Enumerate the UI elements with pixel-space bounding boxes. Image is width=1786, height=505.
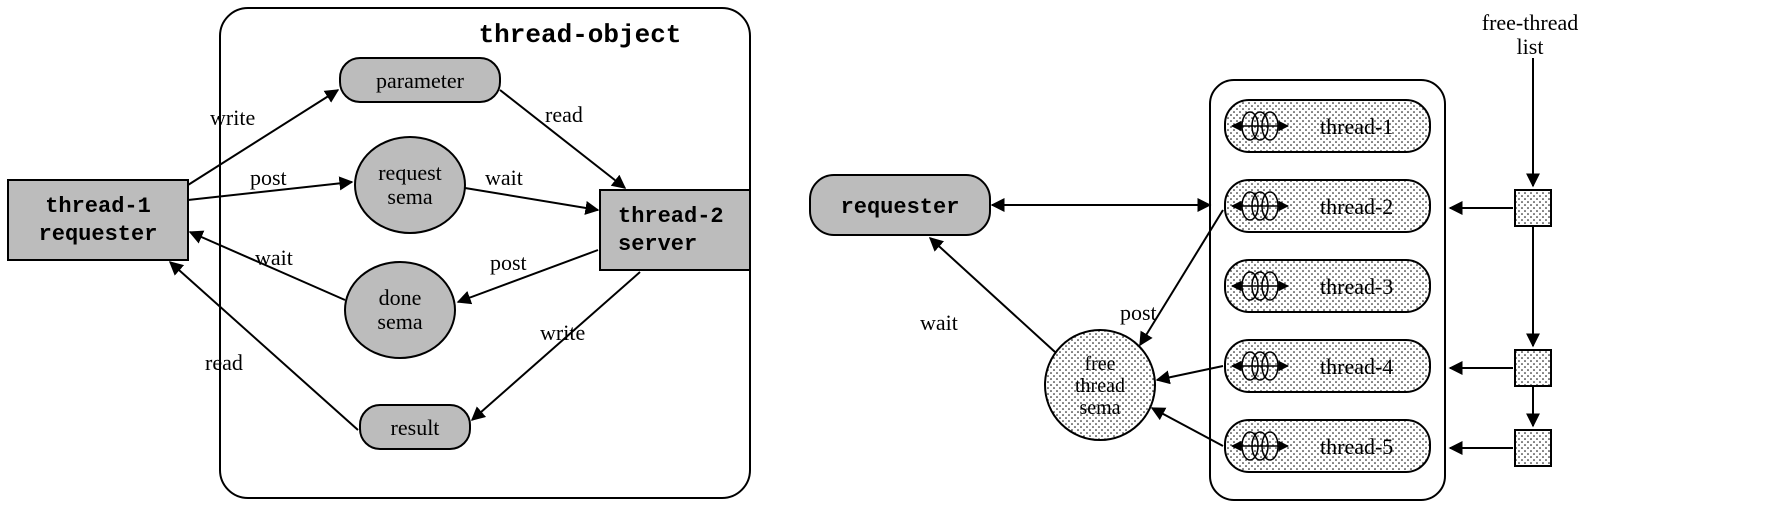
thread-2-label: thread-2 <box>1320 194 1393 219</box>
thread-row-1: thread-1 <box>1225 100 1430 152</box>
edge-post-th5 <box>1152 408 1223 446</box>
parameter-label: parameter <box>376 68 465 93</box>
edge-write-t2 <box>472 272 640 420</box>
thread-2-line1: thread-2 <box>618 204 724 229</box>
label-wait-right: wait <box>920 310 958 335</box>
thread-4-label: thread-4 <box>1320 354 1393 379</box>
label-read-2: read <box>545 102 583 127</box>
thread-1-line1: thread-1 <box>45 194 151 219</box>
label-post-1: post <box>250 165 287 190</box>
result-label: result <box>391 415 440 440</box>
label-read-1: read <box>205 350 243 375</box>
request-sema-l2: sema <box>387 184 432 209</box>
thread-row-4: thread-4 <box>1225 340 1430 392</box>
thread-1-line2: requester <box>39 222 158 247</box>
free-thread-list-l1: free-thread <box>1482 10 1578 35</box>
label-post-2: post <box>490 250 527 275</box>
request-sema-l1: request <box>378 160 442 185</box>
thread-2-line2: server <box>618 232 697 257</box>
thread-1-label: thread-1 <box>1320 114 1393 139</box>
edge-post-t2 <box>458 250 598 302</box>
label-wait-1: wait <box>255 245 293 270</box>
label-wait-2: wait <box>485 165 523 190</box>
done-sema-l2: sema <box>377 309 422 334</box>
list-box-1 <box>1515 190 1551 226</box>
label-write-1: write <box>210 105 255 130</box>
free-thread-list-l2: list <box>1517 34 1544 59</box>
free-thread-sema-l1: free <box>1084 353 1115 375</box>
done-sema-l1: done <box>379 285 422 310</box>
label-post-right: post <box>1120 300 1157 325</box>
thread-row-3: thread-3 <box>1225 260 1430 312</box>
thread-1-requester <box>8 180 188 260</box>
thread-row-5: thread-5 <box>1225 420 1430 472</box>
thread-5-label: thread-5 <box>1320 434 1393 459</box>
edge-post-th4 <box>1157 366 1223 380</box>
label-write-2: write <box>540 320 585 345</box>
thread-object-title: thread-object <box>479 20 682 50</box>
thread-2-server <box>600 190 750 270</box>
edge-wait-t2 <box>465 188 598 210</box>
thread-row-2: thread-2 <box>1225 180 1430 232</box>
thread-3-label: thread-3 <box>1320 274 1393 299</box>
edge-read-t1 <box>170 262 358 430</box>
list-box-3 <box>1515 430 1551 466</box>
requester-label: requester <box>841 195 960 220</box>
free-thread-sema-l3: sema <box>1079 397 1120 419</box>
diagram-canvas: thread-object thread-1 requester thread-… <box>0 0 1786 505</box>
free-thread-sema-l2: thread <box>1075 375 1125 397</box>
list-box-2 <box>1515 350 1551 386</box>
